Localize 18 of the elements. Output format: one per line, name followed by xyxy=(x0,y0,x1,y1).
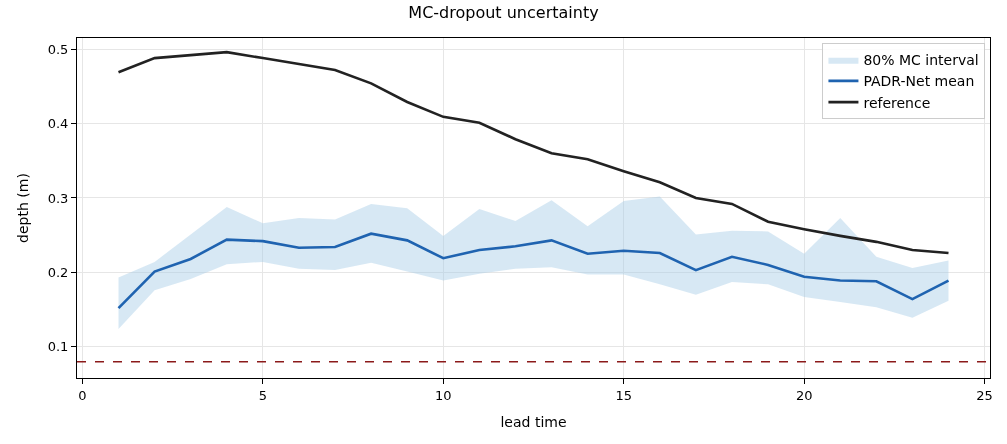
x-tick-label: 10 xyxy=(435,387,452,403)
y-axis-title: depth (m) xyxy=(15,173,32,243)
y-tick-label: 0.4 xyxy=(47,116,69,132)
y-tick-label: 0.3 xyxy=(47,190,69,206)
legend-label: 80% MC interval xyxy=(863,52,979,69)
y-tick-label: 0.2 xyxy=(47,264,69,280)
y-tick-label: 0.1 xyxy=(47,339,69,355)
x-tick-label: 5 xyxy=(258,387,267,403)
x-tick-label: 20 xyxy=(795,387,813,403)
x-tick-label: 0 xyxy=(78,387,87,403)
y-tick-label: 0.5 xyxy=(47,41,69,57)
x-tick-label: 15 xyxy=(615,387,632,403)
line-series xyxy=(117,232,950,310)
legend-label: reference xyxy=(863,94,931,111)
legend-label: PADR-Net mean xyxy=(863,73,975,90)
x-axis-title: lead time xyxy=(500,413,567,430)
x-tick-label: 25 xyxy=(976,387,993,403)
chart-title: MC-dropout uncertainty xyxy=(408,2,599,22)
